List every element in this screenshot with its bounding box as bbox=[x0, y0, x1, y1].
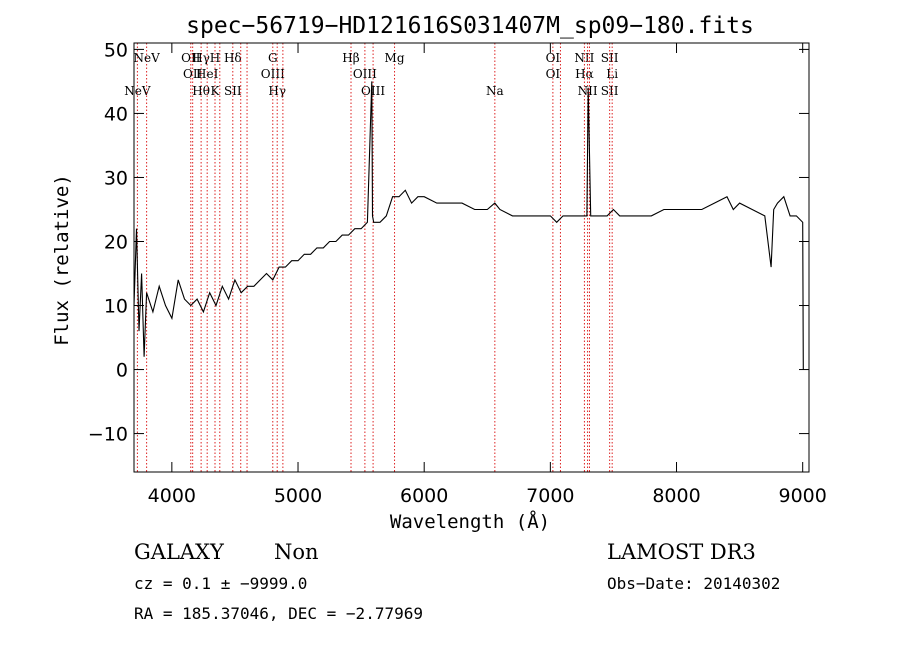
line-label-top: OII bbox=[181, 51, 201, 65]
line-label-bottom: SII bbox=[224, 84, 242, 98]
chart-title: spec−56719−HD121616S031407M_sp09−180.fit… bbox=[186, 13, 754, 39]
y-tick-label: 0 bbox=[116, 360, 128, 382]
line-label-bottom: SII bbox=[601, 84, 619, 98]
coordinates: RA = 185.37046, DEC = −2.77969 bbox=[134, 604, 423, 623]
spectrum-line bbox=[133, 81, 804, 370]
line-label-bottom: Hθ bbox=[192, 84, 210, 98]
line-label-top: NII bbox=[574, 51, 594, 65]
line-label-top: Hδ bbox=[224, 51, 242, 65]
line-label-top: NeV bbox=[133, 51, 160, 65]
y-tick-label: −10 bbox=[88, 424, 128, 446]
obs-date: Obs−Date: 20140302 bbox=[607, 574, 780, 593]
x-tick-label: 8000 bbox=[652, 485, 700, 507]
line-label-bottom: HeI bbox=[196, 67, 219, 81]
x-tick-label: 7000 bbox=[526, 485, 574, 507]
y-tick-label: 30 bbox=[104, 167, 128, 189]
line-label-bottom: Li bbox=[606, 67, 618, 81]
line-label-bottom: OI bbox=[546, 67, 561, 81]
line-label-bottom: OII bbox=[183, 67, 203, 81]
line-label-bottom: OIII bbox=[261, 67, 285, 81]
y-axis: −10 0 10 20 30 40 50 bbox=[88, 39, 809, 446]
line-label-bottom: OIII bbox=[361, 84, 385, 98]
line-label-top: OI bbox=[546, 51, 561, 65]
line-label-top: Hγ bbox=[192, 51, 210, 65]
y-tick-label: 10 bbox=[104, 296, 128, 318]
line-label-bottom: Hα bbox=[575, 67, 594, 81]
line-label-bottom: NeV bbox=[124, 84, 151, 98]
x-tick-label: 9000 bbox=[779, 485, 827, 507]
redshift-text: cz = 0.1 ± −9999.0 bbox=[134, 574, 307, 593]
y-axis-label: Flux (relative) bbox=[51, 174, 73, 346]
line-label-bottom: Hγ bbox=[268, 84, 286, 98]
line-label-bottom: Na bbox=[486, 84, 504, 98]
y-tick-label: 20 bbox=[104, 231, 128, 253]
line-label-top: Mg bbox=[385, 51, 405, 65]
x-tick-label: 5000 bbox=[274, 485, 322, 507]
y-tick-label: 40 bbox=[104, 103, 128, 125]
x-tick-label: 6000 bbox=[400, 485, 448, 507]
line-label-bottom: OIII bbox=[353, 67, 377, 81]
line-label-top: SII bbox=[601, 51, 619, 65]
object-subclass: Non bbox=[274, 540, 319, 564]
survey-name: LAMOST DR3 bbox=[607, 540, 756, 564]
spectrum-layer bbox=[133, 81, 804, 370]
x-tick-label: 4000 bbox=[148, 485, 196, 507]
x-axis: 4000 5000 6000 7000 8000 9000 bbox=[148, 43, 827, 507]
line-label-top: G bbox=[268, 51, 278, 65]
line-label-bottom: K bbox=[211, 84, 221, 98]
object-class: GALAXY bbox=[134, 540, 225, 564]
line-label-top: Hβ bbox=[342, 51, 359, 65]
line-label-top: H bbox=[210, 51, 220, 65]
y-tick-label: 50 bbox=[104, 39, 128, 61]
plot-frame bbox=[133, 42, 810, 473]
x-axis-label: Wavelength (Å) bbox=[390, 510, 550, 533]
